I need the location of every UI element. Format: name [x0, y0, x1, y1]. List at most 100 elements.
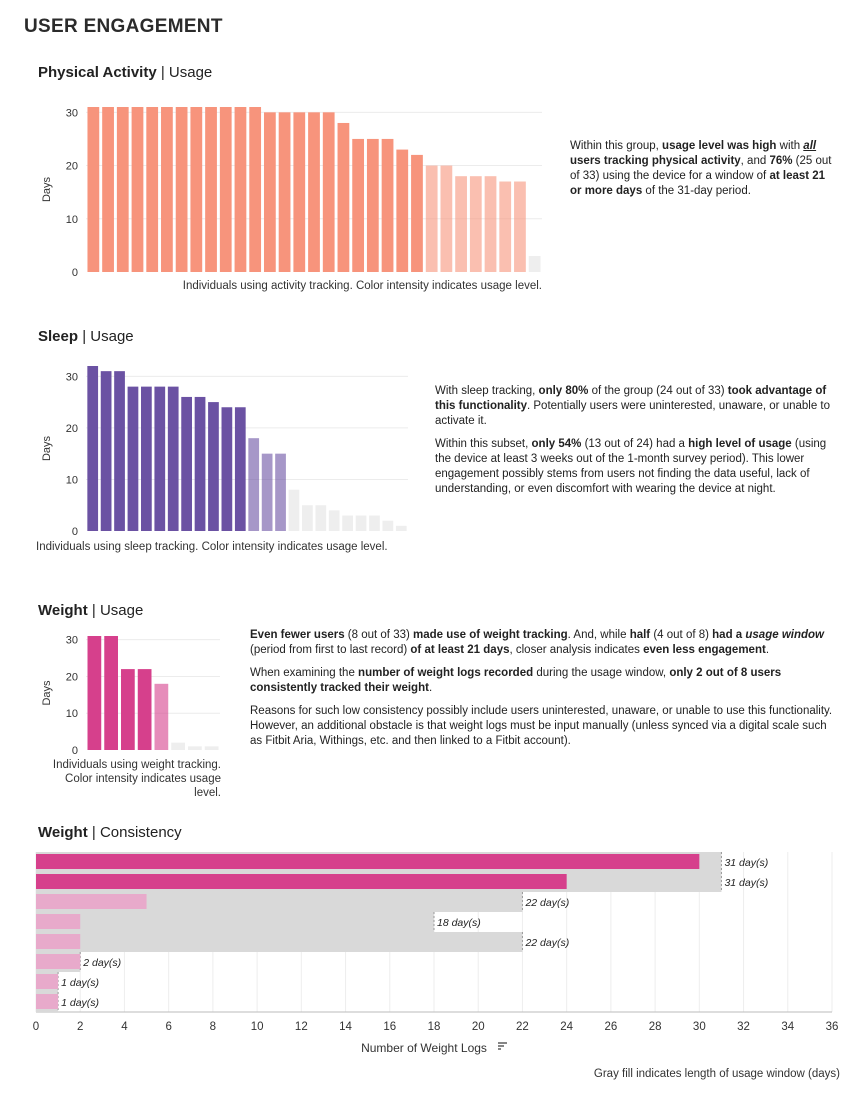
bar [219, 107, 232, 272]
text-run: of the group (24 out of 33) [588, 385, 728, 397]
activity-title-rest: Usage [168, 64, 213, 81]
window-label: 31 day(s) [724, 857, 768, 869]
text-run: Within this group, [570, 140, 663, 152]
bar [171, 742, 185, 750]
bar [342, 515, 353, 531]
y-axis-label: Days [41, 176, 53, 202]
x-tick-label: 20 [472, 1021, 485, 1033]
weight-logs-bar [36, 974, 59, 989]
window-label: 2 day(s) [82, 957, 121, 969]
text-run: , and [740, 155, 770, 167]
bar [278, 112, 291, 273]
weight-logs-bar [36, 934, 81, 949]
weight-desc-p2: When examining the number of weight logs… [250, 666, 840, 696]
x-tick-label: 36 [826, 1021, 839, 1033]
weight-desc-p3: Reasons for such low consistency possibl… [250, 704, 840, 749]
activity-desc-p1: Within this group, usage level was high … [570, 139, 835, 199]
bar [87, 107, 100, 272]
bar [234, 107, 247, 272]
activity-title-bold: Physical Activity [38, 64, 157, 81]
bar [369, 515, 380, 531]
weight-logs-bar [36, 914, 81, 929]
bar [87, 366, 99, 531]
text-run: only 54% [531, 438, 582, 450]
consistency-title-bold: Weight [38, 824, 88, 841]
text-run: . [428, 682, 433, 694]
bar [355, 515, 367, 531]
text-run: with [776, 140, 804, 152]
x-tick-label: 32 [737, 1021, 750, 1033]
weight-title-bold: Weight [38, 602, 88, 619]
text-run: only 80% [538, 385, 589, 397]
activity-caption: Individuals using activity tracking. Col… [182, 280, 542, 292]
x-axis-label: Number of Weight Logs [361, 1041, 487, 1055]
y-tick-label: 0 [72, 745, 78, 756]
x-tick-label: 6 [165, 1021, 171, 1033]
text-run: (using the device at least 3 weeks out o… [435, 438, 827, 495]
weight-logs-bar [36, 854, 700, 869]
bar [425, 165, 438, 272]
bar [261, 453, 273, 531]
text-run: of the 31-day period. [642, 185, 751, 197]
x-tick-label: 22 [516, 1021, 529, 1033]
window-label: 22 day(s) [524, 897, 569, 909]
y-tick-label: 20 [66, 423, 78, 435]
weight-description: Even fewer users (8 out of 33) made use … [250, 628, 840, 757]
text-run: high level of usage [688, 438, 792, 450]
text-run: at least 21 or more days [570, 170, 826, 197]
x-tick-label: 34 [781, 1021, 794, 1033]
text-run: Reasons for such low consistency possibl… [250, 705, 833, 747]
text-run: even less engagement [643, 644, 766, 656]
bar [315, 505, 327, 531]
x-tick-label: 12 [295, 1021, 308, 1033]
bar [188, 746, 202, 750]
x-tick-label: 8 [210, 1021, 216, 1033]
x-tick-label: 10 [251, 1021, 264, 1033]
text-run: (25 out of 33) using the device for a wi… [570, 155, 832, 182]
text-run: had a [712, 629, 746, 641]
bar [175, 107, 188, 272]
text-run: . And, while [567, 629, 630, 641]
bar [275, 453, 286, 531]
bar [121, 669, 135, 750]
bar [131, 107, 144, 272]
text-run: (4 out of 8) [650, 629, 713, 641]
x-tick-label: 16 [383, 1021, 396, 1033]
window-label: 18 day(s) [437, 917, 481, 929]
usage-window-bar [36, 892, 523, 912]
bar [514, 181, 526, 272]
x-tick-label: 0 [33, 1021, 39, 1033]
bar [205, 107, 217, 272]
bar [87, 636, 102, 750]
bar [181, 396, 192, 531]
usage-window-bar [36, 932, 523, 952]
y-tick-label: 10 [66, 214, 78, 226]
consistency-title-rest: Consistency [99, 824, 182, 841]
bar [455, 176, 467, 272]
y-tick-label: 10 [66, 474, 78, 486]
sleep-desc-p1: With sleep tracking, only 80% of the gro… [435, 384, 840, 429]
text-run: . Potentially users were uninterested, u… [435, 400, 831, 427]
text-run: all [803, 140, 817, 152]
text-run: only 2 out of 8 users consistently track… [250, 667, 782, 694]
y-tick-label: 30 [66, 107, 78, 119]
consistency-section-title: Weight | Consistency [38, 824, 182, 841]
y-tick-label: 0 [72, 267, 78, 279]
text-run: number of weight logs recorded [358, 667, 534, 679]
y-tick-label: 10 [66, 708, 78, 720]
y-axis-label: Days [41, 680, 53, 706]
activity-section-title: Physical Activity | Usage [38, 64, 213, 81]
sleep-caption: Individuals using sleep tracking. Color … [36, 541, 388, 553]
bar [154, 386, 166, 531]
bar [102, 107, 114, 272]
x-tick-label: 24 [560, 1021, 573, 1033]
bar [167, 386, 179, 531]
bar [288, 489, 300, 531]
text-run: took advantage of this functionality [435, 385, 827, 412]
bar [328, 510, 340, 531]
weight-section-title: Weight | Usage [38, 602, 144, 619]
bar [337, 122, 350, 272]
bar [499, 181, 512, 272]
weight-logs-bar [36, 954, 81, 969]
